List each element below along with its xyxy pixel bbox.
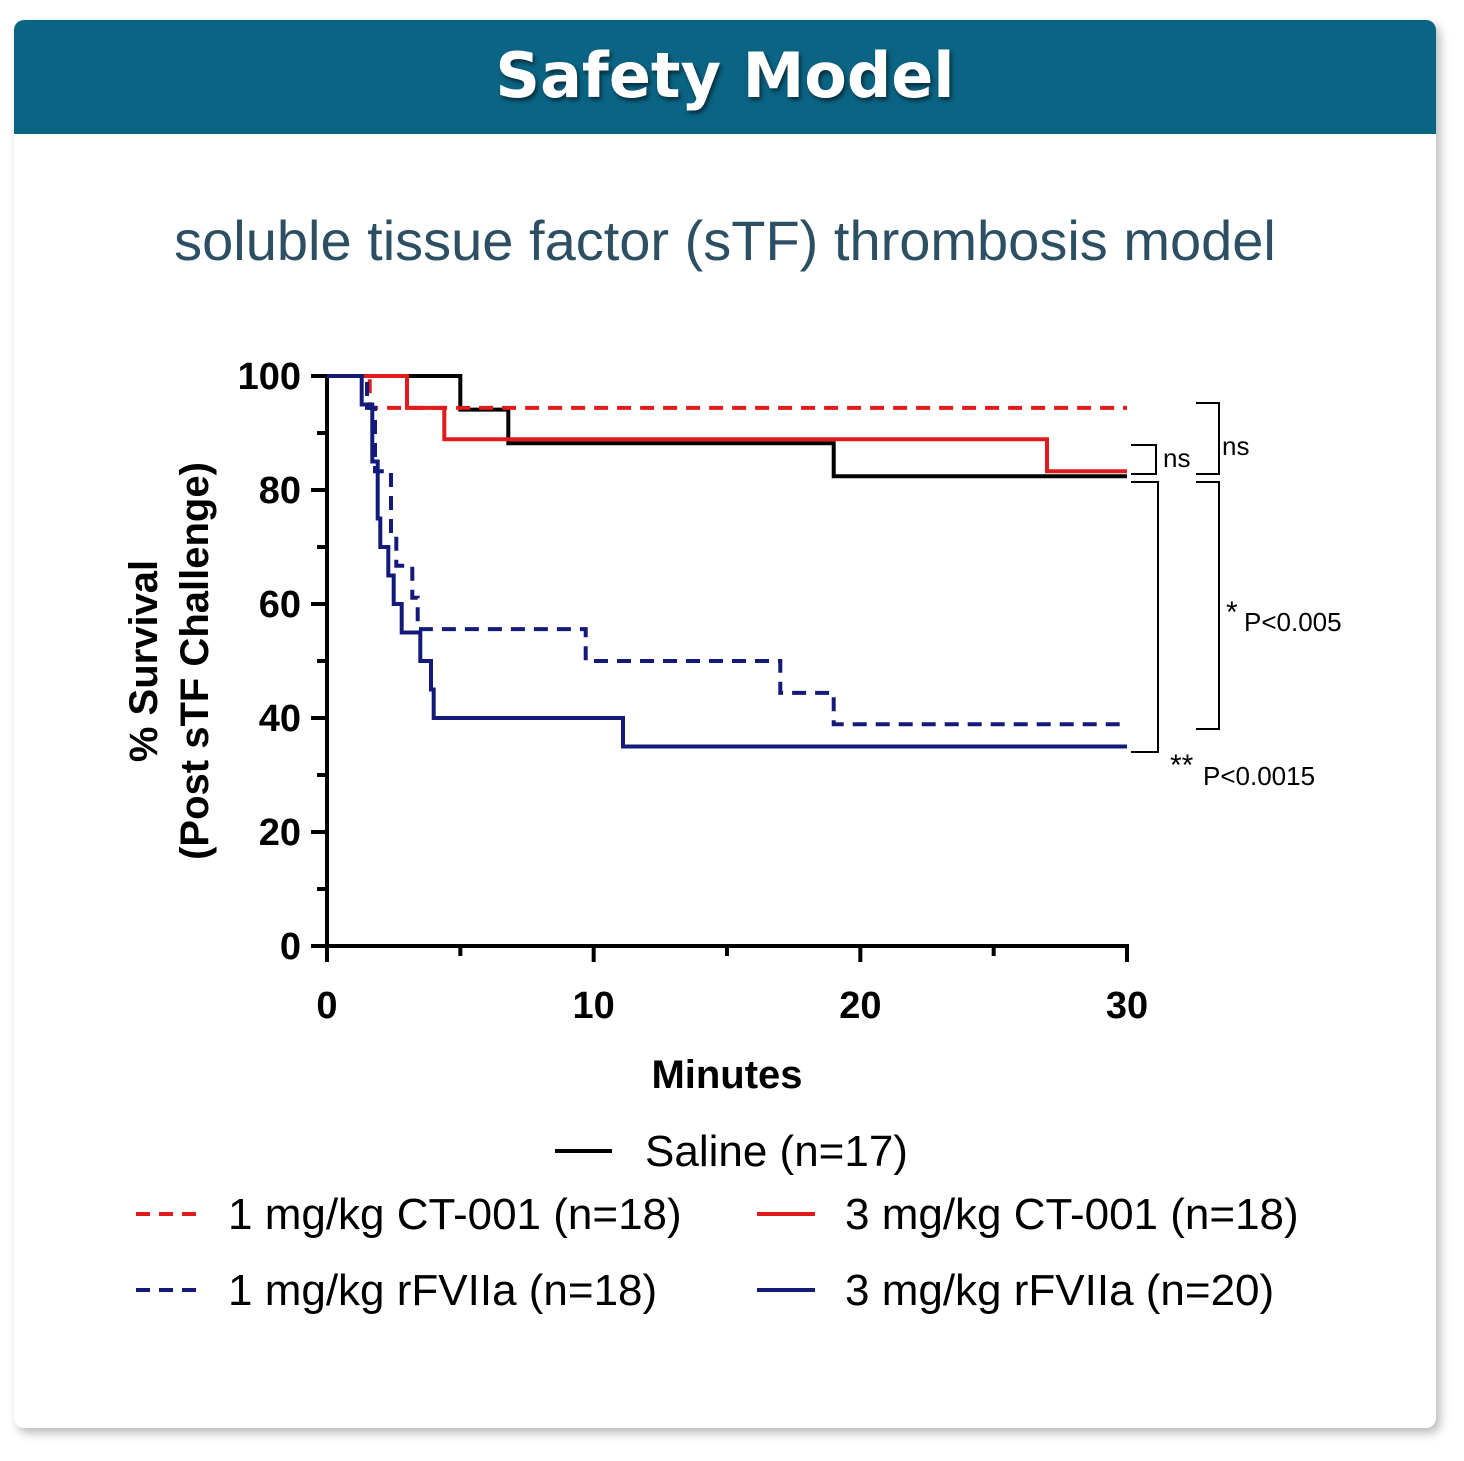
x-tick-label: 20 [839,985,881,1027]
chart-card: Safety Model soluble tissue factor (sTF)… [14,20,1436,1428]
bracket-ns-inner [1131,444,1157,475]
chart-annotations: ns ns * P<0.005 ** P<0.0015 [1131,402,1342,791]
chart-subtitle: soluble tissue factor (sTF) thrombosis m… [174,209,1276,272]
annotation-ns-outer: ns [1222,431,1249,461]
y-axis-title-line1: % Survival [122,560,166,762]
y-tick-label: 0 [280,926,301,968]
legend-label-ct001-3mg: 3 mg/kg CT-001 (n=18) [845,1190,1299,1239]
y-tick-label: 60 [259,584,301,626]
x-tick-label: 0 [316,985,337,1027]
y-tick-label: 100 [238,356,301,398]
title-banner: Safety Model [14,20,1436,134]
x-tick-label: 30 [1106,985,1148,1027]
annotation-star-double: ** [1170,749,1194,782]
x-tick-label: 10 [573,985,615,1027]
y-tick-label: 80 [259,470,301,512]
annotation-ns-inner: ns [1163,443,1190,473]
chart-series-lines [327,374,1127,749]
legend-label-rfviia-3mg: 3 mg/kg rFVIIa (n=20) [845,1266,1274,1315]
annotation-p-005: P<0.005 [1244,607,1342,637]
annotation-star-single: * [1226,596,1238,629]
bracket-p0015 [1131,481,1159,753]
legend-label-ct001-1mg: 1 mg/kg CT-001 (n=18) [228,1190,682,1239]
series-line-rfviia-1mg [327,374,1127,727]
series-line-ct001-1mg [327,374,1127,410]
bracket-p005 [1196,481,1220,730]
series-line-ct001-3mg [327,374,1127,474]
y-tick-label: 20 [259,812,301,854]
legend-label-rfviia-1mg: 1 mg/kg rFVIIa (n=18) [228,1266,657,1315]
annotation-p-0015: P<0.0015 [1203,761,1315,791]
chart-axes: 0 20 40 60 80 100 0 10 20 30 Minutes % Survival (Pos… [122,356,1148,1097]
banner-title: Safety Model [495,38,955,112]
series-line-saline [327,374,1127,479]
y-tick-label: 40 [259,698,301,740]
x-axis-title: Minutes [651,1053,802,1097]
chart-legend: Saline (n=17) 1 mg/kg CT-001 (n=18) 3 mg/k… [136,1127,1299,1315]
legend-label-saline: Saline (n=17) [645,1127,908,1176]
y-axis-title-line2: (Post sTF Challenge) [173,462,217,860]
series-line-rfviia-3mg [327,374,1127,749]
bracket-ns-outer [1196,402,1220,475]
